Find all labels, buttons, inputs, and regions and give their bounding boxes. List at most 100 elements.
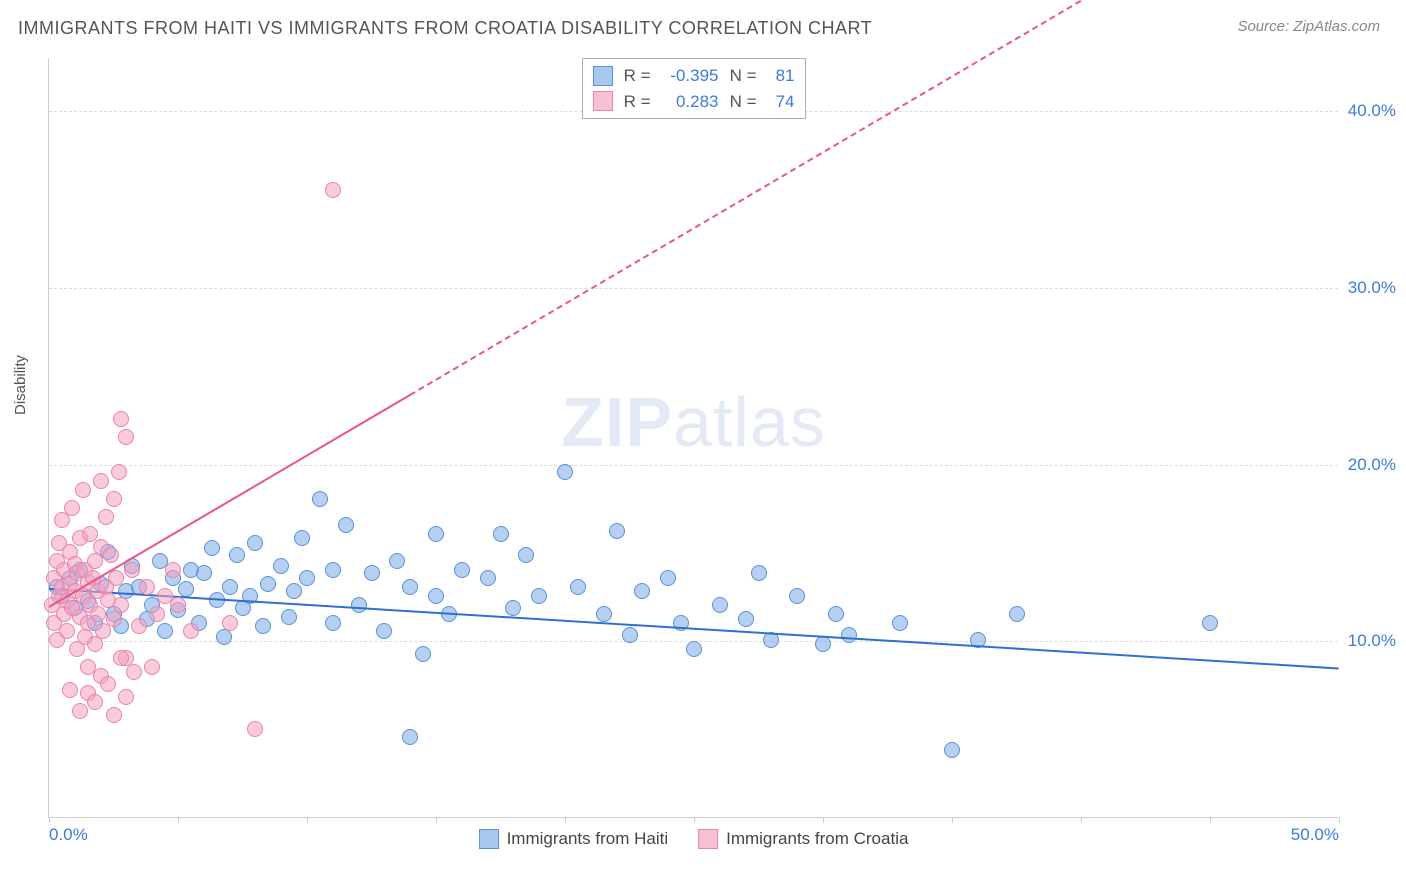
scatter-point [100, 676, 116, 692]
x-tick-mark [49, 817, 50, 823]
legend-label-croatia: Immigrants from Croatia [726, 829, 908, 849]
scatter-point [660, 570, 676, 586]
x-tick-label: 0.0% [49, 825, 88, 845]
scatter-point [75, 482, 91, 498]
x-tick-mark [952, 817, 953, 823]
scatter-point [622, 627, 638, 643]
scatter-point [98, 509, 114, 525]
scatter-point [751, 565, 767, 581]
scatter-point [113, 597, 129, 613]
scatter-point [183, 623, 199, 639]
header: IMMIGRANTS FROM HAITI VS IMMIGRANTS FROM… [0, 0, 1406, 49]
scatter-point [126, 664, 142, 680]
scatter-point [72, 703, 88, 719]
series-legend: Immigrants from Haiti Immigrants from Cr… [479, 829, 909, 849]
scatter-point [312, 491, 328, 507]
scatter-point [118, 429, 134, 445]
gridline [49, 465, 1338, 466]
scatter-point [428, 526, 444, 542]
scatter-point [286, 583, 302, 599]
scatter-point [118, 689, 134, 705]
scatter-point [557, 464, 573, 480]
scatter-point [255, 618, 271, 634]
scatter-point [106, 491, 122, 507]
scatter-point [570, 579, 586, 595]
scatter-point [87, 694, 103, 710]
scatter-point [325, 615, 341, 631]
source-attribution: Source: ZipAtlas.com [1237, 18, 1380, 35]
x-tick-mark [178, 817, 179, 823]
scatter-point [113, 411, 129, 427]
scatter-point [80, 659, 96, 675]
scatter-point [454, 562, 470, 578]
r-value-croatia: 0.283 [659, 89, 719, 115]
y-axis-label: Disability [12, 355, 29, 415]
scatter-point [828, 606, 844, 622]
scatter-point [247, 535, 263, 551]
scatter-point [90, 606, 106, 622]
scatter-plot: ZIPatlas R = -0.395 N = 81 R = 0.283 N =… [48, 58, 1338, 818]
scatter-point [738, 611, 754, 627]
scatter-point [229, 547, 245, 563]
correlation-legend: R = -0.395 N = 81 R = 0.283 N = 74 [582, 58, 806, 119]
legend-row-haiti: R = -0.395 N = 81 [593, 63, 795, 89]
chart-container: Disability ZIPatlas R = -0.395 N = 81 R … [18, 48, 1388, 842]
scatter-point [518, 547, 534, 563]
scatter-point [131, 618, 147, 634]
scatter-point [260, 576, 276, 592]
scatter-point [106, 611, 122, 627]
watermark: ZIPatlas [561, 382, 826, 462]
y-tick-label: 20.0% [1348, 455, 1396, 475]
legend-row-croatia: R = 0.283 N = 74 [593, 89, 795, 115]
x-tick-mark [1210, 817, 1211, 823]
scatter-point [841, 627, 857, 643]
scatter-point [815, 636, 831, 652]
scatter-point [87, 553, 103, 569]
scatter-point [59, 623, 75, 639]
scatter-point [364, 565, 380, 581]
scatter-point [531, 588, 547, 604]
scatter-point [62, 682, 78, 698]
scatter-point [216, 629, 232, 645]
scatter-point [389, 553, 405, 569]
r-value-haiti: -0.395 [659, 63, 719, 89]
scatter-point [892, 615, 908, 631]
y-tick-label: 10.0% [1348, 631, 1396, 651]
x-tick-label: 50.0% [1291, 825, 1339, 845]
trend-line [48, 394, 410, 608]
scatter-point [103, 547, 119, 563]
x-tick-mark [1339, 817, 1340, 823]
legend-item-haiti: Immigrants from Haiti [479, 829, 669, 849]
scatter-point [170, 597, 186, 613]
x-tick-mark [694, 817, 695, 823]
scatter-point [299, 570, 315, 586]
scatter-point [247, 721, 263, 737]
legend-item-croatia: Immigrants from Croatia [698, 829, 908, 849]
scatter-point [415, 646, 431, 662]
scatter-point [634, 583, 650, 599]
scatter-point [789, 588, 805, 604]
swatch-croatia [593, 91, 613, 111]
scatter-point [144, 659, 160, 675]
scatter-point [1202, 615, 1218, 631]
scatter-point [505, 600, 521, 616]
swatch-haiti-icon [479, 829, 499, 849]
scatter-point [93, 473, 109, 489]
x-tick-mark [436, 817, 437, 823]
scatter-point [222, 579, 238, 595]
scatter-point [609, 523, 625, 539]
scatter-point [294, 530, 310, 546]
n-value-haiti: 81 [765, 63, 795, 89]
trend-line [49, 588, 1339, 670]
scatter-point [106, 707, 122, 723]
scatter-point [428, 588, 444, 604]
scatter-point [204, 540, 220, 556]
swatch-haiti [593, 66, 613, 86]
swatch-croatia-icon [698, 829, 718, 849]
scatter-point [686, 641, 702, 657]
y-tick-label: 30.0% [1348, 278, 1396, 298]
scatter-point [338, 517, 354, 533]
scatter-point [113, 650, 129, 666]
scatter-point [139, 579, 155, 595]
x-tick-mark [565, 817, 566, 823]
